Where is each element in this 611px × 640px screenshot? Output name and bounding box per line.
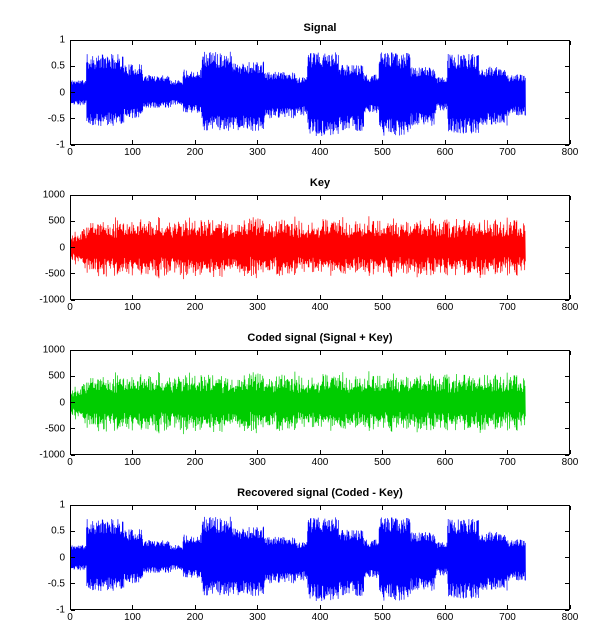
figure: Signal-1-0.500.5101002003004005006007008… — [0, 0, 611, 640]
waveform — [71, 41, 569, 144]
ytick-label: 500 — [15, 371, 65, 382]
xtick-label: 400 — [300, 147, 340, 158]
subplot-title: Key — [70, 177, 570, 189]
xtick-label: 600 — [425, 147, 465, 158]
xtick-label: 100 — [113, 147, 153, 158]
xtick-label: 300 — [238, 147, 278, 158]
xtick-label: 600 — [425, 302, 465, 313]
ytick-label: 1000 — [15, 345, 65, 356]
xtick-label: 200 — [175, 147, 215, 158]
subplot-signal: Signal-1-0.500.5101002003004005006007008… — [70, 40, 570, 145]
waveform — [71, 351, 569, 454]
ytick-label: 1 — [15, 35, 65, 46]
xtick-label: 0 — [50, 147, 90, 158]
ytick-label: 1 — [15, 500, 65, 511]
ytick-label: 0 — [15, 397, 65, 408]
axes-box — [70, 40, 570, 145]
xtick-label: 700 — [488, 457, 528, 468]
xtick-label: 0 — [50, 302, 90, 313]
xtick-label: 500 — [363, 457, 403, 468]
ytick-label: -0.5 — [15, 578, 65, 589]
axes-box — [70, 350, 570, 455]
xtick-label: 200 — [175, 302, 215, 313]
xtick-label: 300 — [238, 302, 278, 313]
xtick-label: 200 — [175, 612, 215, 623]
ytick-label: 0.5 — [15, 526, 65, 537]
xtick-label: 300 — [238, 612, 278, 623]
xtick-label: 400 — [300, 612, 340, 623]
xtick-label: 800 — [550, 457, 590, 468]
xtick-label: 400 — [300, 457, 340, 468]
axes-box — [70, 505, 570, 610]
subplot-title: Recovered signal (Coded - Key) — [70, 487, 570, 499]
xtick-label: 500 — [363, 147, 403, 158]
xtick-label: 100 — [113, 612, 153, 623]
xtick-label: 500 — [363, 302, 403, 313]
ytick-label: 1000 — [15, 190, 65, 201]
xtick-label: 700 — [488, 612, 528, 623]
xtick-label: 800 — [550, 147, 590, 158]
subplot-key: Key-1000-5000500100001002003004005006007… — [70, 195, 570, 300]
ytick-label: -500 — [15, 423, 65, 434]
xtick-label: 600 — [425, 457, 465, 468]
xtick-label: 500 — [363, 612, 403, 623]
waveform — [71, 506, 569, 609]
axes-box — [70, 195, 570, 300]
ytick-label: 0.5 — [15, 61, 65, 72]
subplot-recovered: Recovered signal (Coded - Key)-1-0.500.5… — [70, 505, 570, 610]
ytick-label: -500 — [15, 268, 65, 279]
xtick-label: 800 — [550, 612, 590, 623]
xtick-label: 400 — [300, 302, 340, 313]
xtick-label: 0 — [50, 612, 90, 623]
xtick-label: 100 — [113, 457, 153, 468]
ytick-label: 0 — [15, 552, 65, 563]
xtick-label: 700 — [488, 147, 528, 158]
subplot-coded: Coded signal (Signal + Key)-1000-5000500… — [70, 350, 570, 455]
xtick-label: 300 — [238, 457, 278, 468]
subplot-title: Signal — [70, 22, 570, 34]
ytick-label: 0 — [15, 242, 65, 253]
xtick-label: 0 — [50, 457, 90, 468]
ytick-label: 500 — [15, 216, 65, 227]
xtick-label: 200 — [175, 457, 215, 468]
xtick-label: 800 — [550, 302, 590, 313]
xtick-label: 700 — [488, 302, 528, 313]
subplot-title: Coded signal (Signal + Key) — [70, 332, 570, 344]
ytick-label: 0 — [15, 87, 65, 98]
ytick-label: -0.5 — [15, 113, 65, 124]
waveform — [71, 196, 569, 299]
xtick-label: 600 — [425, 612, 465, 623]
xtick-label: 100 — [113, 302, 153, 313]
